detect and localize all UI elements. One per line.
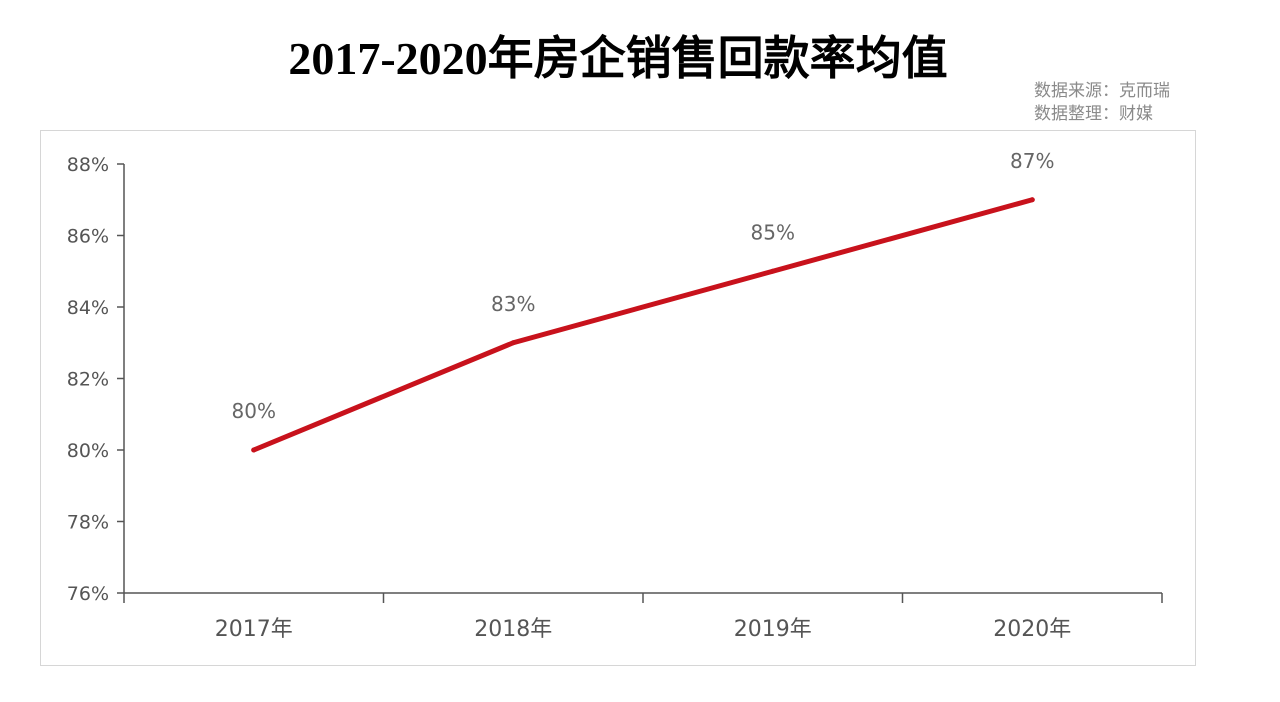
y-tick-label: 86% [67, 226, 109, 248]
y-tick-label: 78% [67, 512, 109, 534]
y-tick-label: 88% [67, 154, 109, 176]
data-label: 87% [1010, 149, 1054, 173]
source-line-1: 数据来源：克而瑞 [1034, 81, 1170, 101]
data-label: 85% [751, 220, 795, 244]
data-point [510, 340, 516, 346]
series-polyline [251, 197, 1035, 453]
x-tick-label: 2017年 [215, 617, 293, 642]
series-line [251, 197, 1035, 453]
x-axis-labels: 2017年 2018年 2019年 2020年 [215, 617, 1072, 642]
x-tick-label: 2020年 [993, 617, 1071, 642]
y-tick-label: 80% [67, 440, 109, 462]
y-tick-label: 82% [67, 369, 109, 391]
chart-axes [117, 163, 1163, 603]
data-point [1029, 197, 1035, 203]
data-label: 80% [232, 399, 276, 423]
source-note: 数据来源：克而瑞 数据整理：财媒 [1034, 80, 1170, 126]
x-tick-label: 2019年 [734, 617, 812, 642]
data-labels: 80% 83% 85% 87% [232, 149, 1055, 423]
source-line-2: 数据整理：财媒 [1034, 104, 1153, 124]
data-point [770, 268, 776, 274]
x-tick-label: 2018年 [474, 617, 552, 642]
y-tick-label: 76% [67, 583, 109, 605]
data-label: 83% [491, 292, 535, 316]
chart-frame [40, 130, 1196, 666]
chart-title: 2017-2020年房企销售回款率均值 [288, 33, 948, 84]
data-point [251, 447, 257, 453]
y-axis-labels: 76% 78% 80% 82% 84% 86% 88% [67, 154, 109, 605]
y-tick-label: 84% [67, 297, 109, 319]
